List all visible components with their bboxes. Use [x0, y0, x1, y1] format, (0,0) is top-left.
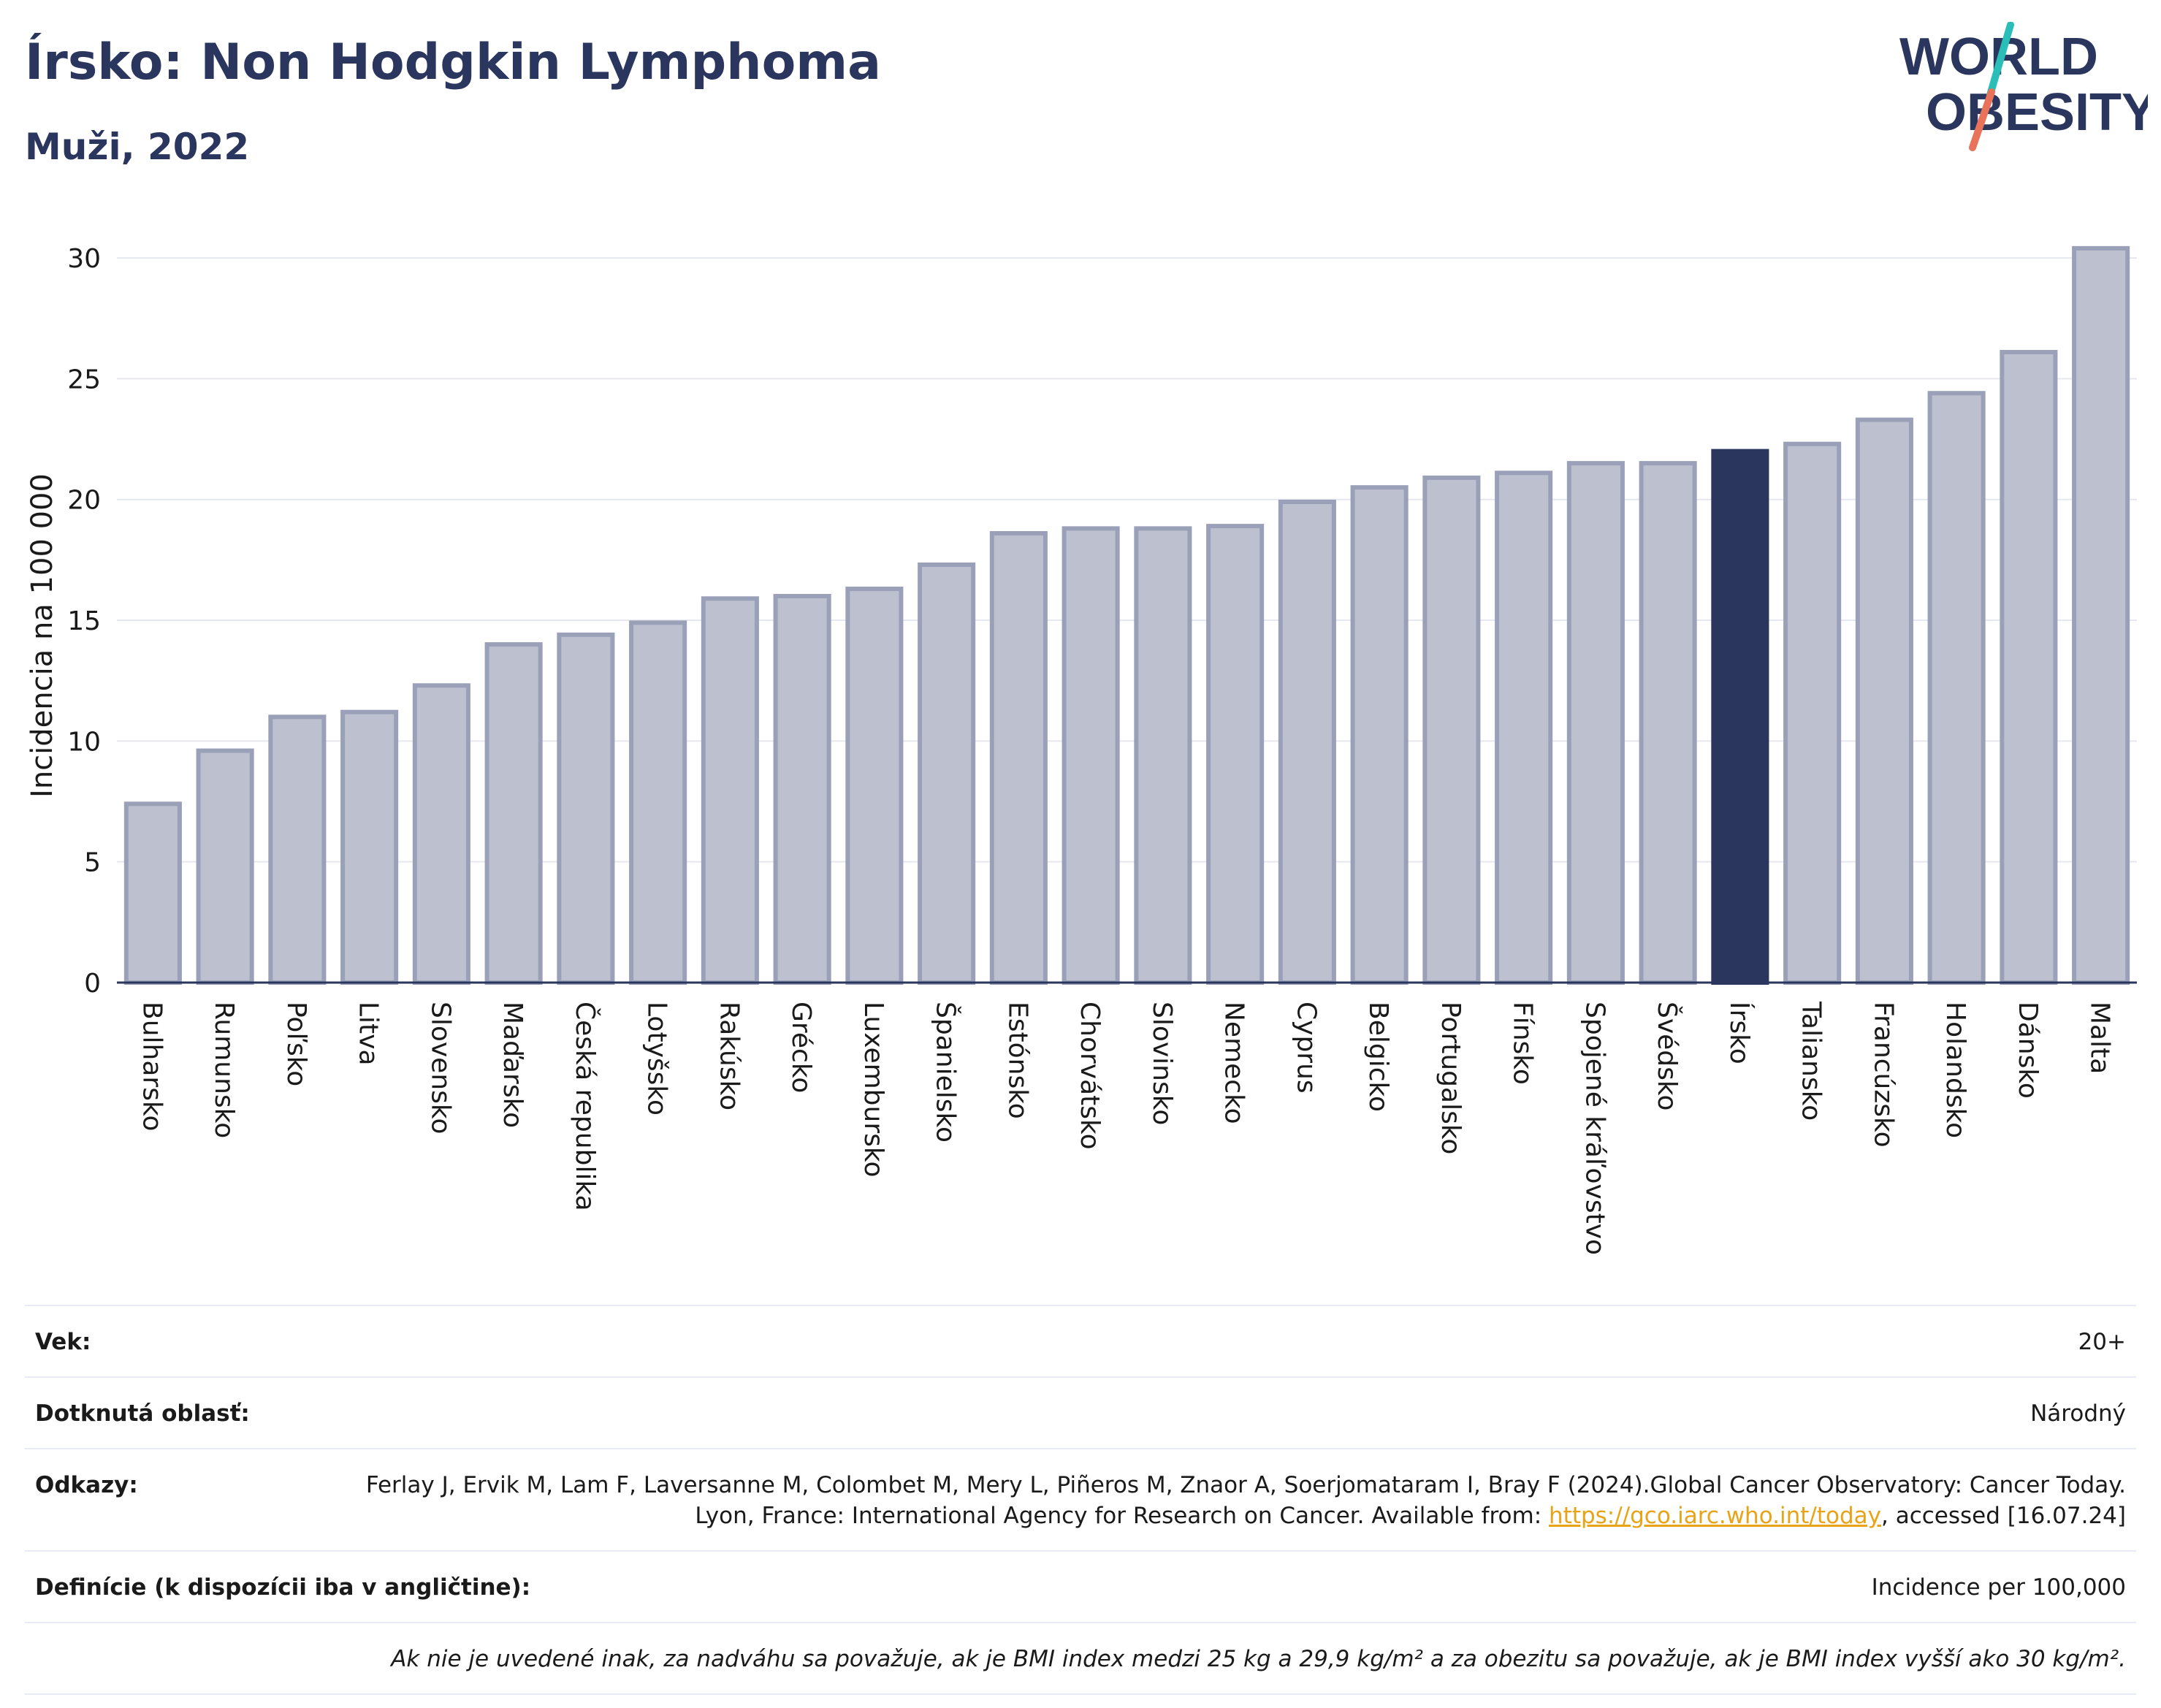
- info-row-age: Vek: 20+: [25, 1305, 2136, 1376]
- bar-fínsko: [1495, 470, 1553, 985]
- bar-rumunsko: [196, 748, 254, 985]
- y-axis-label: Incidencia na 100 000: [26, 473, 59, 798]
- x-tick-label: Španielsko: [931, 1002, 961, 1143]
- bar-maďarsko: [484, 642, 543, 985]
- y-tick-label: 30: [67, 244, 101, 274]
- bar-nemecko: [1206, 524, 1265, 985]
- info-table: Vek: 20+ Dotknutá oblasť: Národný Odkazy…: [25, 1305, 2136, 1695]
- x-tick-label: Fínsko: [1508, 1002, 1538, 1085]
- x-tick-label: Dánsko: [2013, 1002, 2043, 1099]
- x-tick-label: Litva: [354, 1002, 384, 1066]
- x-tick-label: Malta: [2085, 1002, 2115, 1074]
- bar-luxembursko: [845, 587, 904, 985]
- y-tick-label: 0: [84, 969, 101, 999]
- x-tick-label: Slovinsko: [1147, 1002, 1177, 1125]
- area-value: Národný: [2030, 1400, 2126, 1427]
- x-tick-label: Holandsko: [1940, 1002, 1970, 1138]
- y-tick-label: 25: [67, 365, 101, 394]
- x-tick-label: Rakúsko: [714, 1002, 744, 1110]
- references-link[interactable]: https://gco.iarc.who.int/today: [1549, 1503, 1881, 1529]
- bar-grécko: [773, 593, 831, 985]
- chart-title: Írsko: Non Hodgkin Lymphoma: [25, 34, 882, 91]
- references-label: Odkazy:: [35, 1472, 138, 1498]
- x-tick-label: Rumunsko: [209, 1002, 239, 1138]
- x-tick-label: Spojené kráľovstvo: [1579, 1002, 1609, 1255]
- x-tick-label: Švédsko: [1652, 1002, 1682, 1111]
- x-tick-label: Lotyšsko: [642, 1002, 672, 1116]
- info-row-area: Dotknutá oblasť: Národný: [25, 1376, 2136, 1448]
- info-row-definitions: Definície (k dispozícii iba v angličtine…: [25, 1550, 2136, 1622]
- bar-holandsko: [1927, 391, 1986, 985]
- bar-španielsko: [918, 562, 976, 985]
- bar-rakúsko: [701, 596, 759, 985]
- bar-spojené-kráľovstvo: [1566, 461, 1625, 985]
- logo-slash-teal: [1986, 22, 2014, 99]
- references-tail: , accessed [16.07.24]: [1880, 1503, 2126, 1529]
- bar-litva: [340, 709, 399, 985]
- x-tick-label: Írsko: [1724, 1002, 1755, 1064]
- info-row-references: Odkazy: Ferlay J, Ervik M, Lam F, Lavers…: [25, 1448, 2136, 1550]
- x-tick-label: Poľsko: [281, 1002, 311, 1086]
- x-tick-label: Taliansko: [1796, 1001, 1826, 1121]
- age-label: Vek:: [35, 1329, 91, 1355]
- bar-francúzsko: [1855, 417, 1913, 985]
- x-tick-label: Francúzsko: [1868, 1002, 1898, 1148]
- logo-slash-coral: [1969, 88, 1995, 151]
- bar-slovinsko: [1134, 526, 1192, 985]
- y-tick-label: 20: [67, 486, 101, 516]
- y-tick-label: 15: [67, 606, 101, 636]
- chart-subtitle: Muži, 2022: [25, 126, 250, 168]
- bar-česká-republika: [557, 632, 615, 985]
- bar-dánsko: [2000, 350, 2058, 985]
- bar-chorvátsko: [1062, 526, 1120, 985]
- x-tick-label: Nemecko: [1219, 1002, 1249, 1124]
- bar-estónsko: [989, 531, 1048, 985]
- bmi-note: Ak nie je uvedené inak, za nadváhu sa po…: [391, 1646, 2126, 1672]
- bar-slovensko: [412, 683, 470, 985]
- bar-belgicko: [1350, 485, 1409, 985]
- age-value: 20+: [2078, 1329, 2126, 1355]
- area-label: Dotknutá oblasť:: [35, 1400, 250, 1427]
- bar-bulharsko: [123, 801, 182, 985]
- definitions-label: Definície (k dispozícii iba v angličtine…: [35, 1574, 531, 1601]
- x-tick-label: Chorvátsko: [1075, 1002, 1105, 1150]
- bar-švédsko: [1639, 461, 1697, 985]
- info-row-note: Ak nie je uvedené inak, za nadváhu sa po…: [25, 1622, 2136, 1695]
- x-tick-label: Belgicko: [1363, 1002, 1393, 1112]
- references-value: Ferlay J, Ervik M, Lam F, Laversanne M, …: [329, 1470, 2126, 1531]
- y-tick-label: 5: [84, 848, 101, 878]
- bar-cyprus: [1278, 500, 1336, 985]
- logo-line-obesity: OBESITY: [1926, 83, 2148, 142]
- bar-taliansko: [1783, 441, 1842, 985]
- bar-chart: 0 5 10 15 20 25 30 Bulharsko Rumunsko Poľsko Litva…: [67, 244, 2137, 1255]
- bar-lotyšsko: [629, 620, 687, 985]
- x-tick-label: Cyprus: [1291, 1002, 1321, 1094]
- bar-portugalsko: [1422, 475, 1481, 985]
- definitions-value: Incidence per 100,000: [1871, 1574, 2126, 1601]
- bar-írsko: [1711, 449, 1769, 985]
- x-tick-label: Bulharsko: [137, 1002, 167, 1132]
- x-tick-label: Estónsko: [1002, 1002, 1032, 1119]
- bar-malta: [2072, 245, 2130, 985]
- references-text: Ferlay J, Ervik M, Lam F, Laversanne M, …: [365, 1472, 2126, 1529]
- x-tick-label: Česká republika: [570, 1002, 601, 1211]
- x-tick-label: Slovensko: [425, 1002, 455, 1135]
- x-tick-label: Luxembursko: [858, 1002, 888, 1177]
- x-tick-label: Maďarsko: [498, 1002, 527, 1128]
- x-tick-label: Portugalsko: [1436, 1002, 1466, 1154]
- y-tick-label: 10: [67, 727, 101, 757]
- x-tick-label: Grécko: [786, 1002, 816, 1093]
- world-obesity-logo: WORLD OBESITY: [1899, 22, 2148, 151]
- bar-poľsko: [268, 714, 327, 985]
